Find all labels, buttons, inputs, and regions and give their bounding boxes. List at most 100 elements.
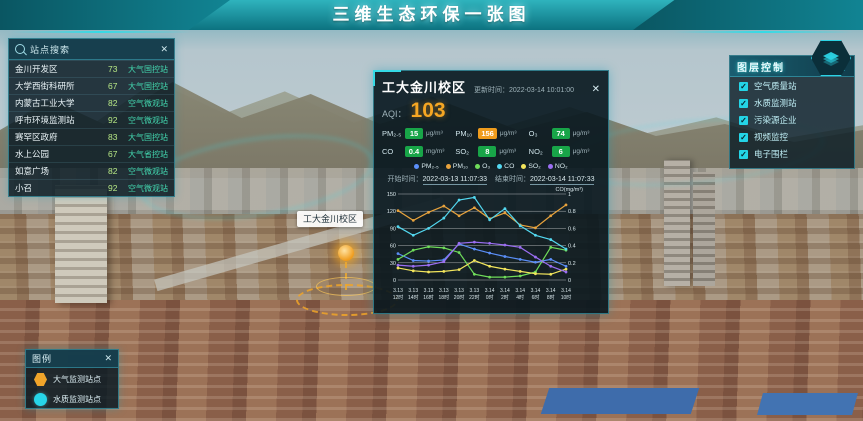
station-row[interactable]: 赛罕区政府 83 大气国控站	[9, 128, 174, 145]
legend-item[interactable]: O₃	[475, 163, 490, 170]
layer-label: 空气质量站	[754, 81, 797, 91]
city-near	[0, 300, 863, 421]
station-row[interactable]: 大学西街科研所 67 大气国控站	[9, 77, 174, 94]
legend-marker-icon	[34, 373, 47, 386]
svg-text:20时: 20时	[454, 294, 465, 301]
legend-entries: 大气监测站点 水质监测站点	[26, 368, 118, 408]
station-aqi: 73	[108, 64, 118, 74]
station-marker[interactable]	[338, 245, 354, 261]
search-panel-title: 站点搜索	[30, 44, 71, 55]
layer-item[interactable]: ✓ 水质监测站	[730, 94, 854, 111]
aqi-value: 103	[410, 99, 446, 122]
svg-text:30: 30	[390, 261, 396, 267]
end-time-value[interactable]: 2022-03-14 11:07:33	[530, 176, 595, 185]
legend-item[interactable]: NO₂	[547, 163, 568, 170]
layer-item[interactable]: ✓ 污染源企业	[730, 111, 854, 128]
station-type: 大气国控站	[128, 132, 168, 142]
update-time-label: 更新时间：	[474, 87, 510, 94]
svg-text:0.8: 0.8	[568, 209, 576, 215]
station-type: 大气国控站	[128, 81, 168, 91]
legend-entry: 水质监测站点	[26, 388, 118, 408]
legend-close-icon[interactable]: ✕	[104, 353, 112, 363]
marker-ring-inner	[316, 277, 376, 296]
legend-label: CO	[504, 163, 515, 170]
city-near-shading	[0, 300, 863, 421]
station-row[interactable]: 呼市环境监测站 92 空气微观站	[9, 111, 174, 128]
start-time: 开始时间：2022-03-13 11:07:33	[388, 174, 487, 185]
station-list: 金川开发区 73 大气国控站 大学西街科研所 67 大气国控站 内蒙古工业大学 …	[9, 60, 174, 196]
checkbox-checked-icon[interactable]: ✓	[739, 149, 748, 159]
svg-text:3.14: 3.14	[500, 288, 510, 294]
checkbox-checked-icon[interactable]: ✓	[739, 132, 748, 142]
station-name: 赛罕区政府	[15, 132, 58, 142]
update-time-value: 2022-03-14 10:01:00	[509, 87, 575, 94]
svg-text:CO(mg/m³): CO(mg/m³)	[556, 187, 584, 193]
station-aqi: 67	[108, 81, 118, 91]
legend-item[interactable]: PM₂.₅	[414, 163, 439, 170]
marker-label[interactable]: 工大金川校区	[297, 211, 364, 227]
svg-text:3.13: 3.13	[424, 288, 434, 294]
pollutant-cell: NO₂ 6 μg/m³	[529, 146, 600, 157]
svg-text:18时: 18时	[439, 294, 450, 301]
station-name: 大学西街科研所	[15, 81, 75, 91]
start-time-value[interactable]: 2022-03-13 11:07:33	[422, 176, 487, 185]
checkbox-checked-icon[interactable]: ✓	[739, 115, 748, 125]
station-row[interactable]: 小召 92 空气微观站	[9, 179, 174, 196]
svg-text:0时: 0时	[486, 294, 494, 301]
legend-entry-label: 大气监测站点	[53, 375, 101, 384]
svg-text:8时: 8时	[547, 294, 555, 301]
station-row[interactable]: 如意广场 82 空气微观站	[9, 162, 174, 179]
checkbox-checked-icon[interactable]: ✓	[739, 81, 748, 91]
pollutant-label: O₃	[528, 129, 538, 138]
time-range-row: 开始时间：2022-03-13 11:07:33 结束时间：2022-03-14…	[382, 174, 600, 185]
pollutant-cell: PM₂.₅ 15 μg/m³	[382, 128, 453, 139]
svg-text:0.4: 0.4	[568, 244, 576, 250]
station-aqi: 83	[108, 132, 118, 142]
station-row[interactable]: 金川开发区 73 大气国控站	[9, 60, 174, 77]
chart-container: 0 30 60 90 120 150 0 0.2 0.4 0.6 0.8 1 CO(mg/m³) 3.13…	[382, 186, 600, 309]
layer-item[interactable]: ✓ 空气质量站	[730, 77, 854, 94]
layers-hexagon-button[interactable]	[811, 40, 851, 76]
svg-text:3.13: 3.13	[408, 288, 418, 294]
legend-item[interactable]: SO₂	[521, 163, 541, 170]
layer-item[interactable]: ✓ 电子围栏	[730, 145, 854, 162]
station-type: 空气微观站	[128, 98, 168, 108]
station-row[interactable]: 水上公园 67 大气省控站	[9, 145, 174, 162]
pollutant-cell: PM₁₀ 156 μg/m³	[455, 128, 526, 139]
svg-text:120: 120	[387, 209, 396, 215]
end-time: 结束时间：2022-03-14 11:07:33	[495, 174, 595, 185]
building-tall-left	[55, 185, 107, 303]
pollutant-unit: μg/m³	[426, 130, 443, 137]
app-header: 三维生态环保一张图	[0, 0, 863, 30]
popup-update-time: 更新时间：2022-03-14 10:01:00	[474, 85, 574, 95]
legend-dot	[547, 164, 553, 169]
svg-text:0: 0	[393, 278, 396, 284]
page-title: 三维生态环保一张图	[332, 5, 531, 24]
station-type: 大气国控站	[128, 64, 168, 74]
legend-item[interactable]: PM₁₀	[445, 163, 468, 170]
tower-right-1	[664, 160, 690, 286]
svg-text:22时: 22时	[469, 294, 480, 301]
warehouse-blue-1	[540, 388, 700, 414]
search-icon	[15, 44, 25, 54]
search-panel-header: 站点搜索 ✕	[9, 39, 174, 60]
pollutant-cell: SO₂ 8 μg/m³	[455, 146, 526, 157]
svg-text:3.13: 3.13	[469, 288, 479, 294]
close-icon[interactable]: ✕	[160, 43, 168, 54]
svg-text:16时: 16时	[423, 294, 434, 301]
pollutant-grid: PM₂.₅ 15 μg/m³ PM₁₀ 156 μg/m³ O₃ 74 μg/m…	[382, 128, 600, 157]
pollutant-unit: μg/m³	[499, 130, 517, 137]
station-aqi: 67	[108, 149, 118, 159]
legend-item[interactable]: CO	[497, 163, 514, 170]
pollutant-label: CO	[382, 147, 394, 156]
station-row[interactable]: 内蒙古工业大学 82 空气微观站	[9, 94, 174, 111]
pollutant-cell: O₃ 74 μg/m³	[529, 128, 600, 139]
layer-item[interactable]: ✓ 视频监控	[730, 128, 854, 145]
legend-dot	[414, 164, 420, 169]
legend-panel-header: 图例 ✕	[26, 350, 118, 368]
legend-label: NO₂	[554, 163, 568, 170]
popup-close-icon[interactable]: ✕	[591, 84, 600, 95]
checkbox-checked-icon[interactable]: ✓	[739, 98, 748, 108]
legend-label: SO₂	[528, 163, 541, 170]
aq-trend-chart[interactable]: 0 30 60 90 120 150 0 0.2 0.4 0.6 0.8 1CO(mg/m³) 3.13…	[382, 186, 584, 304]
